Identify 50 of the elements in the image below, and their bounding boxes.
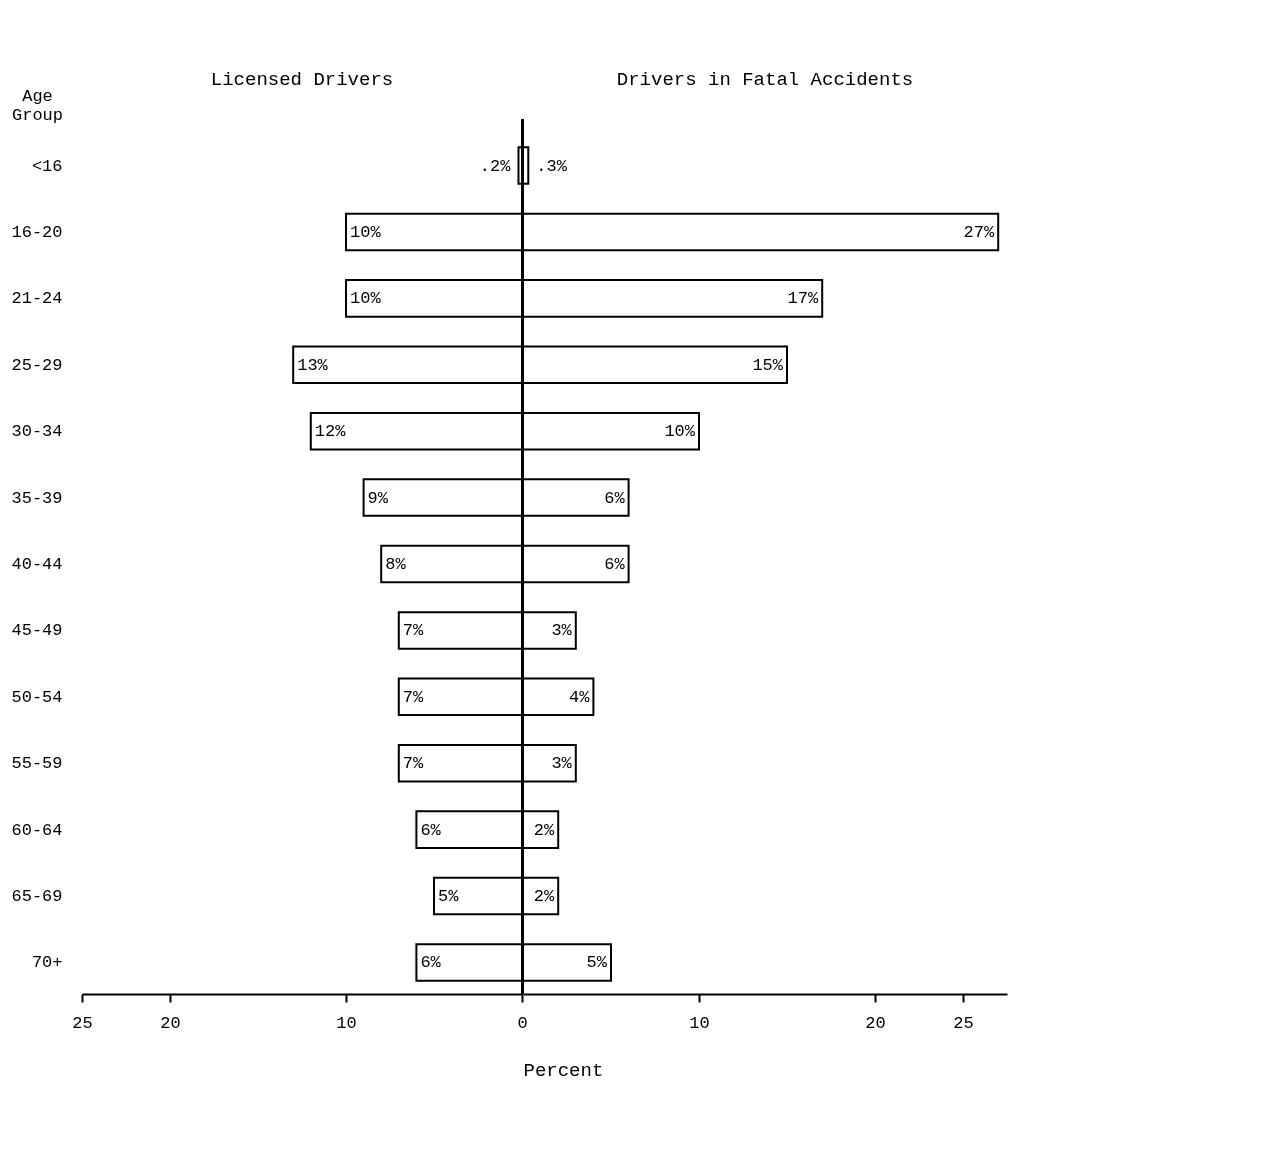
y-tick-label: 55-59	[11, 754, 63, 774]
y-tick-label: <16	[31, 156, 63, 176]
data-label: 15%	[752, 355, 784, 375]
data-label: 9%	[367, 488, 389, 508]
y-tick-label: 45-49	[11, 621, 63, 641]
data-label: 3%	[551, 754, 573, 774]
data-label: 3%	[551, 621, 573, 641]
x-tick-label: 25	[953, 1013, 974, 1033]
y-axis-title: Age Group	[11, 86, 64, 125]
data-label: 7%	[402, 687, 424, 707]
y-tick-label: 21-24	[11, 289, 63, 309]
y-tick-label: 50-54	[11, 687, 63, 707]
data-label: 5%	[438, 887, 460, 907]
data-label: 6%	[604, 555, 626, 574]
x-tick-label: 10	[336, 1013, 357, 1033]
data-label: 17%	[787, 289, 819, 309]
y-tick-label: 30-34	[11, 422, 63, 442]
data-label: 4%	[568, 687, 591, 707]
data-label: 7%	[402, 754, 424, 774]
data-label: .3%	[536, 156, 568, 176]
y-tick-label: 40-44	[11, 555, 63, 574]
data-label: 12%	[314, 422, 347, 442]
y-tick-label: 65-69	[11, 887, 63, 907]
chart-title: Drivers in Fatal Accidents	[616, 69, 914, 91]
y-tick-label: 35-39	[11, 488, 63, 508]
data-label: .2%	[479, 156, 512, 176]
data-label: 6%	[604, 488, 626, 508]
data-label: 13%	[297, 355, 329, 375]
x-tick-label: 20	[160, 1013, 181, 1033]
y-tick-label: 70+	[31, 953, 63, 973]
data-label: 6%	[420, 953, 442, 973]
data-label: 27%	[963, 222, 995, 242]
data-label: 5%	[586, 953, 608, 973]
x-tick-label: 25	[72, 1013, 93, 1033]
data-label: 8%	[385, 555, 407, 574]
chart-title: Licensed Drivers	[210, 69, 394, 91]
data-label: 10%	[350, 222, 382, 242]
data-label: 10%	[350, 289, 382, 309]
x-tick-label: 0	[517, 1013, 528, 1033]
x-tick-label: 20	[865, 1013, 886, 1033]
data-label: 7%	[402, 621, 424, 641]
y-tick-label: 60-64	[11, 820, 63, 840]
x-axis-title: Percent	[523, 1059, 604, 1082]
data-label: 10%	[664, 422, 696, 442]
x-tick-label: 10	[689, 1013, 710, 1033]
y-tick-label: 16-20	[11, 222, 63, 242]
data-label: 2%	[533, 820, 555, 840]
data-label: 6%	[420, 820, 442, 840]
data-label: 2%	[533, 887, 555, 907]
y-tick-label: 25-29	[11, 355, 63, 375]
